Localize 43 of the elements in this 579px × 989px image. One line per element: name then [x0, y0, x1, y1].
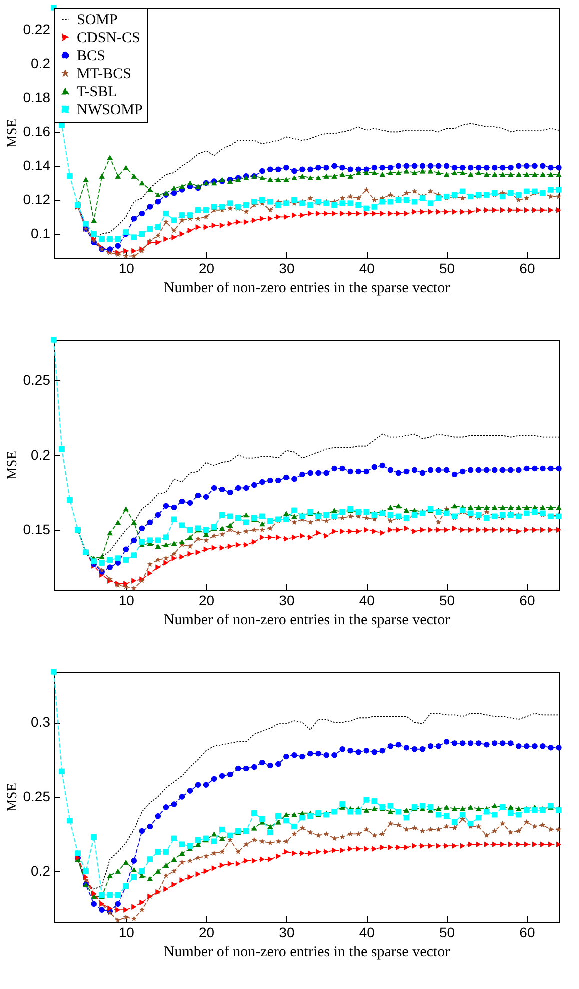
legend-label: T-SBL — [77, 84, 118, 100]
x-tick-label: 50 — [439, 592, 456, 608]
x-axis-title: Number of non-zero entries in the sparse vector — [164, 612, 450, 628]
legend-label: SOMP — [77, 12, 118, 28]
x-tick-label: 40 — [359, 924, 376, 940]
x-tick-label: 50 — [439, 260, 456, 276]
x-tick-label: 40 — [359, 592, 376, 608]
x-tick-label: 20 — [199, 592, 215, 608]
y-tick-label: 0.12 — [23, 192, 51, 208]
legend-label: CDSN-CS — [77, 30, 140, 46]
x-axis-title: Number of non-zero entries in the sparse vector — [164, 280, 450, 296]
x-tick-label: 20 — [199, 924, 215, 940]
x-tick-label: 50 — [439, 924, 456, 940]
y-tick-label: 0.16 — [23, 124, 51, 140]
y-tick-label: 0.18 — [23, 90, 51, 106]
x-tick-label: 60 — [520, 592, 536, 608]
x-tick-label: 60 — [520, 260, 536, 276]
y-tick-label: 0.2 — [31, 56, 51, 72]
legend-label: MT-BCS — [77, 66, 132, 82]
y-tick-label: 0.1 — [31, 226, 51, 242]
y-tick-label: 0.25 — [23, 788, 51, 804]
y-axis-title: MSE — [5, 119, 20, 148]
y-tick-label: 0.2 — [31, 862, 51, 879]
x-tick-label: 30 — [279, 924, 295, 940]
y-tick-label: 0.2 — [31, 446, 51, 463]
y-tick-label: 0.14 — [23, 158, 51, 174]
y-tick-label: 0.15 — [23, 522, 51, 538]
x-tick-label: 30 — [279, 260, 295, 276]
legend-label: BCS — [77, 48, 106, 64]
y-axis-title: MSE — [5, 451, 20, 480]
x-tick-label: 60 — [520, 924, 536, 940]
x-axis-title: Number of non-zero entries in the sparse vector — [164, 944, 450, 960]
x-tick-label: 40 — [359, 260, 376, 276]
y-tick-label: 0.22 — [23, 22, 51, 38]
y-tick-label: 0.25 — [23, 372, 51, 388]
x-tick-label: 30 — [279, 592, 295, 608]
y-tick-label: 0.3 — [31, 714, 51, 730]
y-axis-title: MSE — [5, 783, 20, 812]
x-tick-label: 10 — [118, 924, 135, 940]
legend-label: NWSOMP — [77, 102, 143, 118]
x-tick-label: 10 — [118, 592, 135, 608]
x-tick-label: 10 — [118, 260, 135, 276]
x-tick-label: 20 — [199, 260, 215, 276]
